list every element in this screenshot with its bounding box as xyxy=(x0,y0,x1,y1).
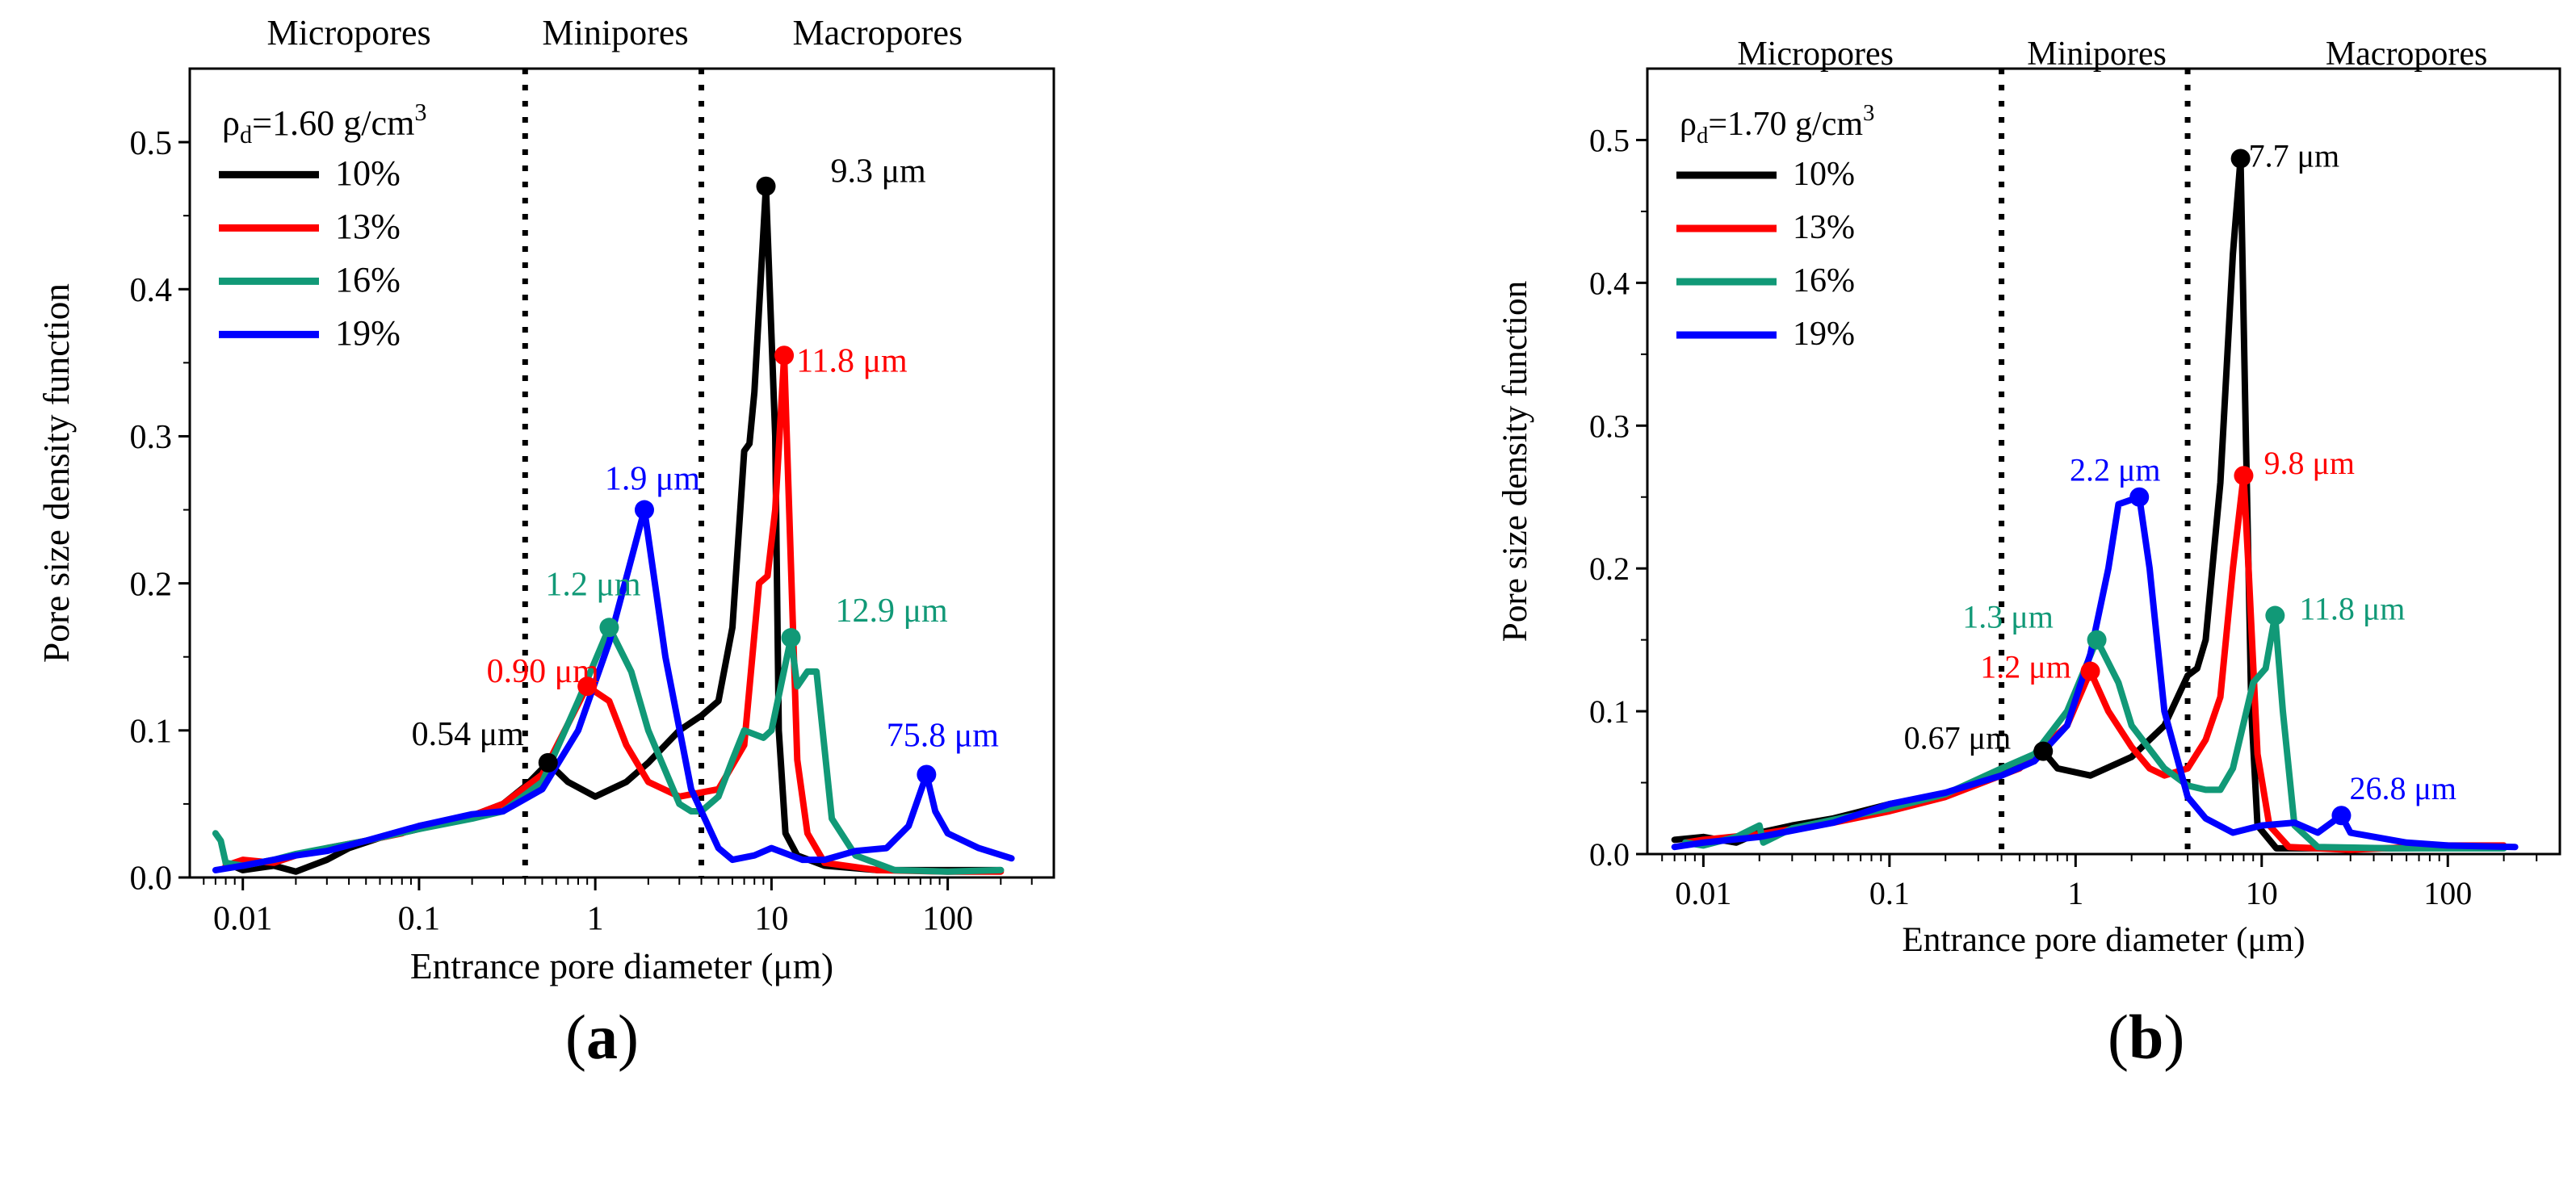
panel-a-y-tick-label: 0.3 xyxy=(130,419,173,456)
panel-b-x-tick-label: 1 xyxy=(2067,875,2083,911)
panel-a-x-tick-label: 100 xyxy=(922,900,973,937)
panel-b-peak-marker xyxy=(2265,605,2285,626)
panel-a-peak-label: 1.9 μm xyxy=(605,461,701,498)
panel-b-peak-label: 26.8 μm xyxy=(2349,770,2456,806)
panel-label-b-close: ) xyxy=(2163,1002,2185,1072)
panel-b-legend-label: 10% xyxy=(1793,156,1855,193)
panel-b-peak-label: 7.7 μm xyxy=(2249,137,2340,174)
panel-label-b: (b) xyxy=(2108,1001,2184,1074)
panel-a-peak-marker xyxy=(634,500,654,520)
panel-b-legend-density: ρd=1.70 g/cm3 xyxy=(1680,100,1874,149)
panel-b-legend-label: 19% xyxy=(1793,316,1855,353)
panel-a-peak-marker xyxy=(599,618,619,638)
panel-b-x-axis-label: Entrance pore diameter (μm) xyxy=(1902,921,2305,959)
panel-b-peak-label: 11.8 μm xyxy=(2299,591,2405,627)
panel-a-region-label: Minipores xyxy=(542,13,688,52)
panel-a-y-tick-label: 0.2 xyxy=(130,566,173,603)
panel-label-a-letter: a xyxy=(585,1002,618,1072)
panel-b-series-16pct xyxy=(1682,612,2507,852)
panel-a-peak-marker xyxy=(538,752,558,773)
panel-b-peak-label: 9.8 μm xyxy=(2263,445,2355,481)
panel-label-a: (a) xyxy=(565,1001,639,1074)
panel-a-chart: 0.0 0.1 0.2 0.3 0.4 0.5 0.01 0.1 1 10 100 Entrance … xyxy=(36,13,1055,986)
panel-a-series-19pct xyxy=(212,506,1015,873)
panel-a-peak-label: 75.8 μm xyxy=(887,717,1000,754)
panel-a-region-label: Micropores xyxy=(266,13,430,52)
panel-a-plot-frame xyxy=(188,67,1055,879)
panel-a-x-tick-label: 0.01 xyxy=(213,900,273,937)
panel-a-legend-label: 19% xyxy=(335,313,401,353)
panel-label-a-close: ) xyxy=(617,1002,639,1072)
panel-b-y-tick-label: 0.3 xyxy=(1589,408,1630,444)
panel-b-peak-label: 2.2 μm xyxy=(2070,452,2161,488)
panel-a-y-tick-label: 0.0 xyxy=(130,861,173,898)
panel-b-plot-frame xyxy=(1646,67,2561,856)
panel-b-peak-marker xyxy=(2087,630,2107,650)
panel-b-region-label: Micropores xyxy=(1737,36,1894,73)
panel-a-legend-label: 13% xyxy=(335,207,401,246)
panel-b-x-tick-label: 0.01 xyxy=(1675,875,1731,911)
panel-b-peak-label: 1.3 μm xyxy=(1962,599,2054,635)
panel-b-y-tick-label: 0.2 xyxy=(1589,551,1630,587)
panel-a-peak-label: 1.2 μm xyxy=(545,566,641,603)
panel-b-legend-label: 13% xyxy=(1793,209,1855,246)
panel-a-y-tick-label: 0.5 xyxy=(130,125,173,162)
panel-a-x-tick-label: 1 xyxy=(587,900,604,937)
panel-a-y-tick-label: 0.1 xyxy=(130,714,173,751)
panel-a-peak-label: 9.3 μm xyxy=(831,153,927,191)
panel-b-x-tick-label: 100 xyxy=(2423,875,2472,911)
panel-a-peak-marker xyxy=(774,346,795,366)
panel-b-x-tick-label: 10 xyxy=(2246,875,2278,911)
panel-a-peak-marker xyxy=(781,628,801,648)
panel-b-peak-label: 0.67 μm xyxy=(1904,720,2012,756)
panel-a-peak-label: 0.54 μm xyxy=(412,716,525,753)
panel-a-y-axis-label: Pore size density function xyxy=(36,283,77,663)
panel-b-peak-marker xyxy=(2033,741,2054,761)
panel-a-peak-label: 12.9 μm xyxy=(836,593,949,630)
panel-a-peak-marker xyxy=(917,764,937,785)
panel-a-region-label: Macropores xyxy=(792,13,963,52)
panel-a-x-tick-label: 0.1 xyxy=(398,900,441,937)
panel-b-peak-marker xyxy=(2080,661,2100,681)
panel-b-region-label: Minipores xyxy=(2027,36,2167,73)
panel-a-series-16pct xyxy=(212,624,1005,875)
panel-b-y-axis-label: Pore size density function xyxy=(1496,281,1534,642)
panel-b-chart: 0.0 0.1 0.2 0.3 0.4 0.5 0.01 0.1 1 10 100 Entrance … xyxy=(1496,36,2561,959)
panel-label-b-letter: b xyxy=(2128,1002,2164,1072)
panel-a-x-axis-label: Entrance pore diameter (μm) xyxy=(410,946,833,986)
panel-a-y-tick-label: 0.4 xyxy=(130,272,173,309)
panel-a-x-tick-label: 10 xyxy=(754,900,788,937)
panel-b-y-tick-label: 0.5 xyxy=(1589,122,1630,158)
panel-a-peak-marker xyxy=(577,676,598,697)
panel-a-peak-label: 11.8 μm xyxy=(796,342,908,379)
panel-a-legend-label: 10% xyxy=(335,153,401,193)
panel-b-x-tick-label: 0.1 xyxy=(1869,875,1910,911)
panel-b-peak-marker xyxy=(2234,466,2254,486)
panel-a-legend-density: ρd=1.60 g/cm3 xyxy=(222,98,427,149)
panel-label-b-open: ( xyxy=(2108,1002,2129,1072)
panel-b-peak-marker xyxy=(2230,149,2251,169)
panel-b-peak-marker xyxy=(2331,806,2352,826)
panel-b-region-label: Macropores xyxy=(2326,36,2488,73)
panel-b-y-tick-label: 0.1 xyxy=(1589,693,1630,730)
panel-b-peak-label: 1.2 μm xyxy=(1980,649,2071,685)
panel-a-legend-label: 16% xyxy=(335,260,401,299)
panel-b-legend-label: 16% xyxy=(1793,262,1855,299)
panel-b-y-tick-label: 0.0 xyxy=(1589,836,1630,873)
panel-b-y-tick-label: 0.4 xyxy=(1589,265,1630,301)
panel-label-a-open: ( xyxy=(565,1002,586,1072)
panel-a-peak-marker xyxy=(756,176,776,196)
panel-a-peak-label: 0.90 μm xyxy=(487,653,600,690)
panel-b-peak-marker xyxy=(2129,487,2150,507)
